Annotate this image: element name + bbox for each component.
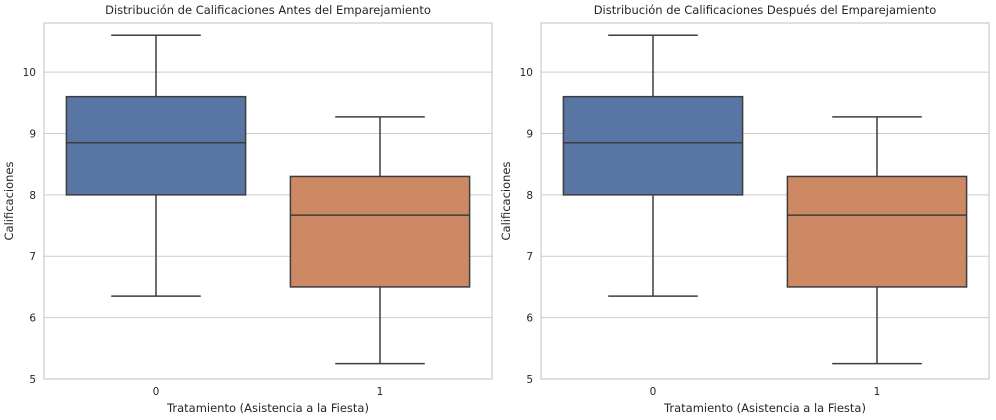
y-tick-label: 8 — [526, 190, 533, 202]
y-tick-label: 6 — [29, 313, 36, 325]
box-1 — [786, 116, 968, 365]
y-axis-label: Calificaciones — [499, 162, 513, 241]
x-axis-label: Tratamiento (Asistencia a la Fiesta) — [663, 401, 866, 415]
y-tick-label: 10 — [520, 67, 533, 79]
y-tick-label: 5 — [29, 374, 36, 386]
subplot-1: 5 6 7 8 9 10 0 1 Distribución de Calificaciones … — [2, 3, 493, 415]
y-tick-label: 7 — [526, 251, 533, 263]
box-body — [562, 95, 744, 196]
x-axis-label: Tratamiento (Asistencia a la Fiesta) — [166, 401, 369, 415]
y-tick-label: 9 — [526, 128, 533, 140]
x-tick-label: 1 — [874, 386, 881, 398]
chart-title: Distribución de Calificaciones Después d… — [594, 3, 937, 17]
subplot-2: 5 6 7 8 9 10 0 1 Distribución de Calificaciones … — [499, 3, 990, 415]
box-body — [65, 95, 247, 196]
y-tick-label: 8 — [29, 190, 36, 202]
box-0 — [65, 34, 247, 297]
y-tick-label: 10 — [23, 67, 36, 79]
y-tick-label: 9 — [29, 128, 36, 140]
x-tick-label: 0 — [153, 386, 160, 398]
y-tick-label: 5 — [526, 374, 533, 386]
x-tick-label: 1 — [377, 386, 384, 398]
box-body — [786, 175, 968, 288]
y-axis-label: Calificaciones — [2, 162, 16, 241]
box-0 — [562, 34, 744, 297]
plot-frame — [540, 22, 990, 380]
y-tick-label: 6 — [526, 313, 533, 325]
x-tick-label: 0 — [650, 386, 657, 398]
chart-title: Distribución de Calificaciones Antes del… — [105, 3, 431, 17]
y-tick-label: 7 — [29, 251, 36, 263]
box-body — [289, 175, 471, 288]
plot-frame — [43, 22, 493, 380]
box-1 — [289, 116, 471, 365]
